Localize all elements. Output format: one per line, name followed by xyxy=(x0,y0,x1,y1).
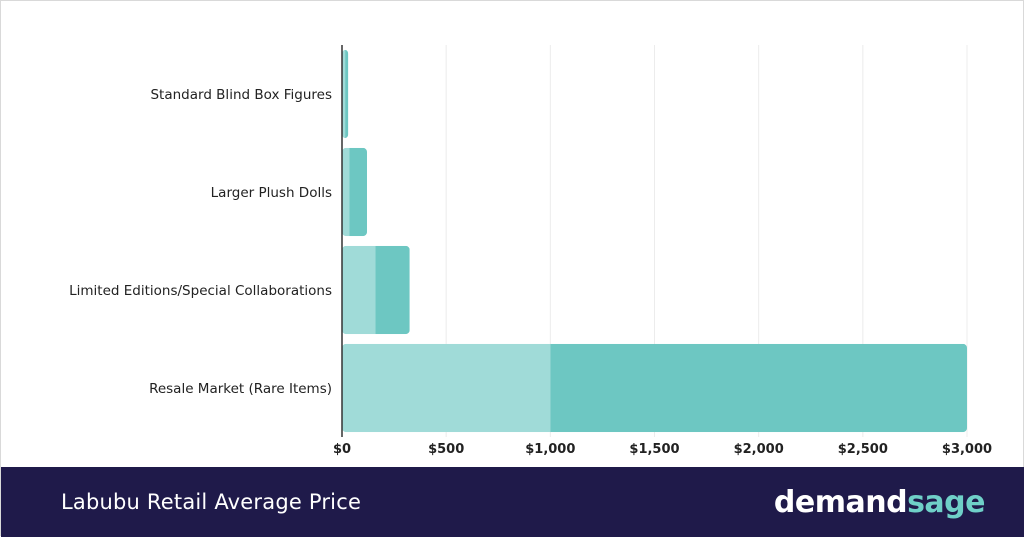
bar-segment xyxy=(342,49,346,139)
category-label: Limited Editions/Special Collaborations xyxy=(69,283,332,299)
category-label: Resale Market (Rare Items) xyxy=(149,381,332,397)
x-tick-label: $0 xyxy=(333,442,351,457)
x-tick-label: $1,500 xyxy=(629,442,679,457)
chart-title: Labubu Retail Average Price xyxy=(61,490,362,514)
bar-segment xyxy=(342,245,376,335)
bar-group xyxy=(342,147,367,237)
brand-logo-part1: demand xyxy=(773,484,908,520)
bar-segment xyxy=(349,147,367,237)
brand-logo-part2: sage xyxy=(907,484,985,520)
bar-segment xyxy=(342,147,350,237)
x-tick-label: $2,500 xyxy=(838,442,888,457)
x-tick-label: $1,000 xyxy=(525,442,575,457)
bar-segment xyxy=(342,343,551,433)
bar-group xyxy=(342,343,967,433)
x-tick-label: $3,000 xyxy=(942,442,992,457)
footer-banner: Labubu Retail Average Price demandsage xyxy=(1,467,1024,537)
category-label: Larger Plush Dolls xyxy=(211,185,332,201)
bar-group xyxy=(342,245,410,335)
bar-group xyxy=(342,49,349,139)
bar-segment xyxy=(345,49,349,139)
bar-chart: Standard Blind Box Figures Larger Plush D… xyxy=(69,45,992,457)
bar-segment xyxy=(375,245,410,335)
x-tick-label: $500 xyxy=(428,442,464,457)
x-tick-label: $2,000 xyxy=(734,442,784,457)
brand-logo: demandsage xyxy=(773,484,986,520)
bar-segment xyxy=(550,343,967,433)
category-label: Standard Blind Box Figures xyxy=(150,87,332,103)
